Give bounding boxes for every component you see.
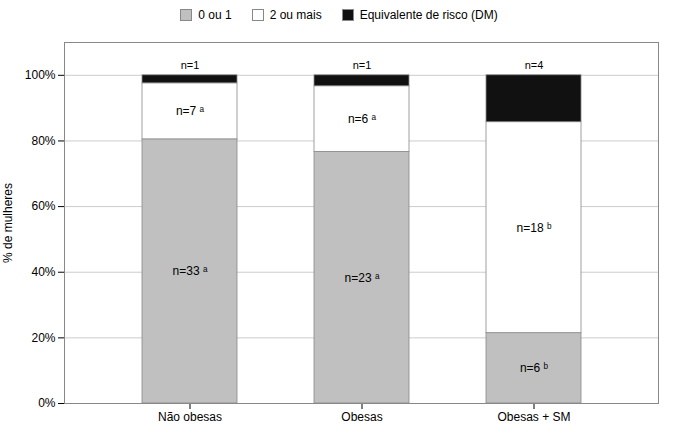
svg-text:80%: 80%	[31, 134, 55, 148]
svg-text:Obesas + SM: Obesas + SM	[497, 410, 570, 424]
svg-text:40%: 40%	[31, 265, 55, 279]
html-text:0 ou 1: 0 ou 1	[198, 8, 232, 22]
svg-text:100%: 100%	[25, 68, 56, 82]
svg-text:Não obesas: Não obesas	[158, 410, 222, 424]
svg-text:n=7 ᵃ: n=7 ᵃ	[176, 104, 205, 118]
svg-text:Obesas: Obesas	[341, 410, 382, 424]
svg-text:n=1: n=1	[181, 59, 200, 71]
svg-text:% de mulheres: % de mulheres	[1, 183, 15, 263]
html-text:2 ou mais: 2 ou mais	[269, 8, 322, 22]
svg-text:n=23 ᵃ: n=23 ᵃ	[345, 271, 380, 285]
html-text:Equivalente de risco (DM): Equivalente de risco (DM)	[359, 8, 498, 22]
svg-text:n=4: n=4	[525, 59, 544, 71]
svg-text:n=6 ᵃ: n=6 ᵃ	[348, 112, 377, 126]
svg-text:n=33 ᵃ: n=33 ᵃ	[173, 264, 208, 278]
svg-text:n=1: n=1	[353, 59, 372, 71]
svg-text:20%: 20%	[31, 331, 55, 345]
svg-text:0%: 0%	[38, 396, 56, 410]
svg-text:60%: 60%	[31, 199, 55, 213]
svg-text:n=18 ᵇ: n=18 ᵇ	[517, 221, 552, 235]
svg-text:n=6 ᵇ: n=6 ᵇ	[520, 361, 549, 375]
